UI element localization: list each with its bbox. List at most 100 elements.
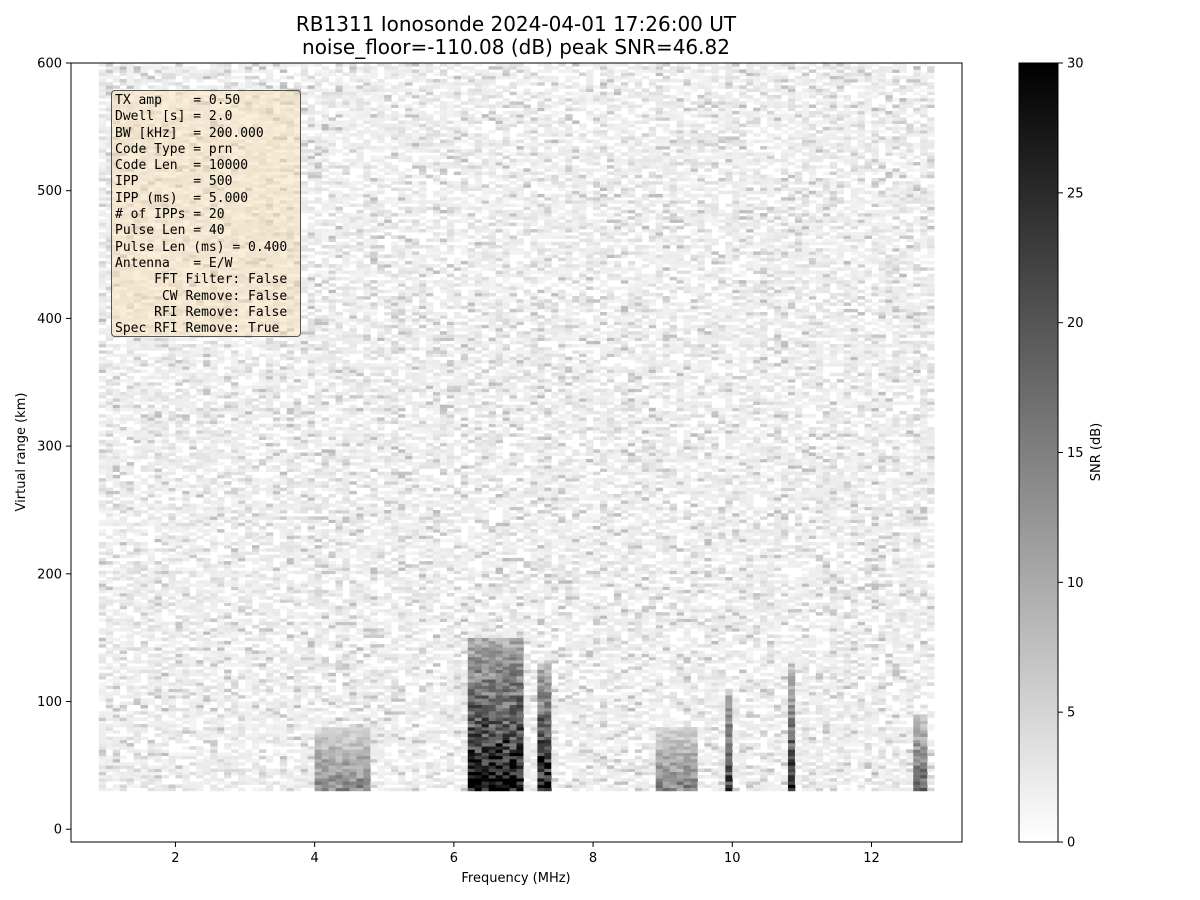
heatmap-cell bbox=[245, 525, 253, 530]
heatmap-cell bbox=[300, 455, 309, 460]
heatmap-cell bbox=[272, 503, 281, 508]
heatmap-cell bbox=[279, 774, 288, 779]
heatmap-cell bbox=[217, 644, 225, 648]
heatmap-cell bbox=[133, 739, 142, 744]
heatmap-cell bbox=[168, 621, 176, 626]
heatmap-cell bbox=[300, 494, 309, 498]
heatmap-cell bbox=[112, 612, 121, 616]
heatmap-cell bbox=[224, 727, 232, 731]
heatmap-cell bbox=[217, 778, 225, 782]
heatmap-cell bbox=[98, 452, 107, 456]
heatmap-cell bbox=[258, 637, 267, 642]
heatmap-cell bbox=[98, 666, 107, 670]
heatmap-cell bbox=[168, 720, 176, 725]
heatmap-cell bbox=[175, 685, 183, 690]
heatmap-cell bbox=[147, 430, 155, 434]
heatmap-cell bbox=[307, 363, 316, 367]
heatmap-cell bbox=[224, 583, 232, 587]
heatmap-cell bbox=[105, 714, 114, 718]
heatmap-cell bbox=[293, 426, 302, 431]
heatmap-cell bbox=[231, 755, 239, 760]
heatmap-cell bbox=[119, 487, 128, 492]
heatmap-cell bbox=[196, 647, 204, 651]
heatmap-cell bbox=[161, 784, 169, 789]
heatmap-cell bbox=[175, 436, 183, 441]
heatmap-cell bbox=[210, 347, 218, 351]
heatmap-cell bbox=[196, 621, 204, 626]
heatmap-cell bbox=[105, 168, 114, 172]
heatmap-cell bbox=[168, 669, 176, 674]
heatmap-cell bbox=[203, 385, 211, 389]
heatmap-cell bbox=[300, 599, 309, 603]
heatmap-cell bbox=[112, 388, 121, 393]
heatmap-cell bbox=[245, 704, 253, 709]
heatmap-cell bbox=[168, 471, 176, 476]
heatmap-cell bbox=[293, 781, 302, 785]
heatmap-cell bbox=[265, 375, 274, 380]
heatmap-cell bbox=[126, 382, 135, 386]
heatmap-cell bbox=[238, 723, 246, 728]
heatmap-cell bbox=[300, 707, 309, 712]
heatmap-cell bbox=[224, 784, 232, 789]
heatmap-cell bbox=[147, 723, 155, 728]
heatmap-cell bbox=[245, 63, 253, 67]
heatmap-cell bbox=[133, 656, 142, 661]
heatmap-cell bbox=[279, 353, 288, 358]
heatmap-cell bbox=[300, 324, 309, 329]
heatmap-cell bbox=[189, 714, 197, 718]
heatmap-cell bbox=[98, 685, 107, 690]
heatmap-cell bbox=[189, 727, 197, 731]
heatmap-cell bbox=[105, 711, 114, 715]
heatmap-cell bbox=[175, 363, 183, 367]
heatmap-cell bbox=[217, 612, 225, 616]
heatmap-cell bbox=[217, 66, 225, 70]
heatmap-cell bbox=[224, 474, 232, 479]
heatmap-cell bbox=[119, 672, 128, 677]
heatmap-cell bbox=[175, 369, 183, 373]
heatmap-cell bbox=[98, 656, 107, 661]
heatmap-cell bbox=[217, 631, 225, 635]
heatmap-cell bbox=[161, 653, 169, 658]
heatmap-cell bbox=[119, 675, 128, 680]
heatmap-cell bbox=[286, 771, 295, 776]
heatmap-cell bbox=[210, 449, 218, 453]
heatmap-cell bbox=[119, 391, 128, 396]
heatmap-cell bbox=[126, 669, 135, 674]
heatmap-cell bbox=[203, 618, 211, 623]
heatmap-cell bbox=[112, 442, 121, 447]
heatmap-cell bbox=[175, 656, 183, 661]
heatmap-cell bbox=[286, 781, 295, 785]
heatmap-cell bbox=[307, 516, 316, 520]
heatmap-cell bbox=[126, 359, 135, 364]
heatmap-cell bbox=[272, 577, 281, 581]
heatmap-cell bbox=[119, 503, 128, 508]
heatmap-cell bbox=[161, 442, 169, 447]
heatmap-cell bbox=[140, 707, 148, 712]
heatmap-cell bbox=[175, 557, 183, 562]
heatmap-cell bbox=[224, 85, 232, 89]
heatmap-cell bbox=[210, 478, 218, 482]
heatmap-cell bbox=[258, 621, 267, 626]
heatmap-cell bbox=[154, 538, 162, 543]
heatmap-cell bbox=[189, 628, 197, 632]
heatmap-cell bbox=[258, 653, 267, 658]
heatmap-cell bbox=[286, 554, 295, 559]
heatmap-cell bbox=[147, 388, 155, 393]
heatmap-cell bbox=[98, 682, 107, 686]
heatmap-cell bbox=[98, 717, 107, 721]
heatmap-cell bbox=[105, 599, 114, 603]
heatmap-cell bbox=[168, 701, 176, 706]
heatmap-cell bbox=[168, 787, 176, 792]
heatmap-cell bbox=[251, 653, 260, 658]
heatmap-cell bbox=[251, 363, 260, 367]
heatmap-cell bbox=[307, 640, 316, 645]
heatmap-cell bbox=[231, 707, 239, 712]
heatmap-cell bbox=[98, 695, 107, 699]
heatmap-cell bbox=[272, 487, 281, 492]
heatmap-cell bbox=[98, 589, 107, 594]
heatmap-cell bbox=[126, 407, 135, 412]
heatmap-cell bbox=[105, 704, 114, 709]
heatmap-cell bbox=[238, 701, 246, 706]
heatmap-cell bbox=[105, 561, 114, 565]
heatmap-cell bbox=[203, 452, 211, 456]
